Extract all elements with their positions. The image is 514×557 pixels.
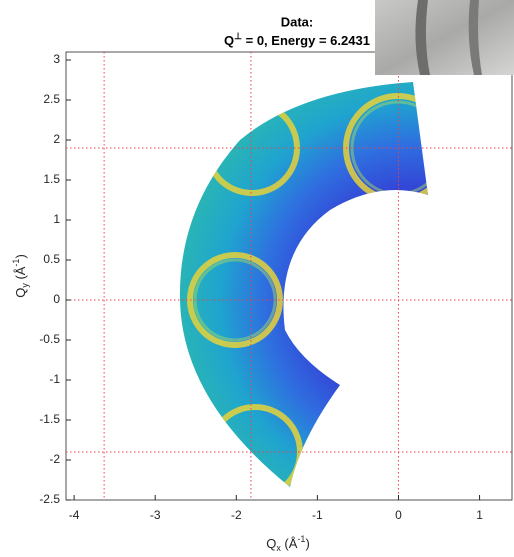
x-tick-label: -2	[231, 508, 242, 522]
y-tick-label: 0	[53, 292, 60, 306]
y-axis-label: Qy (Å-1)	[11, 254, 30, 298]
y-tick-label: -1	[49, 372, 60, 386]
y-tick-label: 1.5	[43, 172, 60, 186]
x-tick-label: -1	[312, 508, 323, 522]
x-tick-label: -4	[69, 508, 80, 522]
y-tick-label: 1	[53, 212, 60, 226]
y-tick-label: -1.5	[39, 412, 60, 426]
y-tick-label: -0.5	[39, 332, 60, 346]
y-tick-label: 0.5	[43, 252, 60, 266]
photo-overlay	[375, 0, 514, 75]
y-tick-label: 3	[53, 52, 60, 66]
x-axis-label: Qx (Å-1)	[266, 534, 310, 553]
x-tick-label: 0	[395, 508, 402, 522]
x-tick-label: -3	[150, 508, 161, 522]
y-tick-label: -2.5	[39, 492, 60, 506]
y-tick-label: -2	[49, 452, 60, 466]
y-tick-label: 2	[53, 132, 60, 146]
y-tick-label: 2.5	[43, 92, 60, 106]
chart-subtitle: Q⊥ = 0, Energy = 6.2431	[224, 31, 370, 48]
chart-title: Data:	[281, 14, 314, 29]
x-tick-label: 1	[476, 508, 483, 522]
